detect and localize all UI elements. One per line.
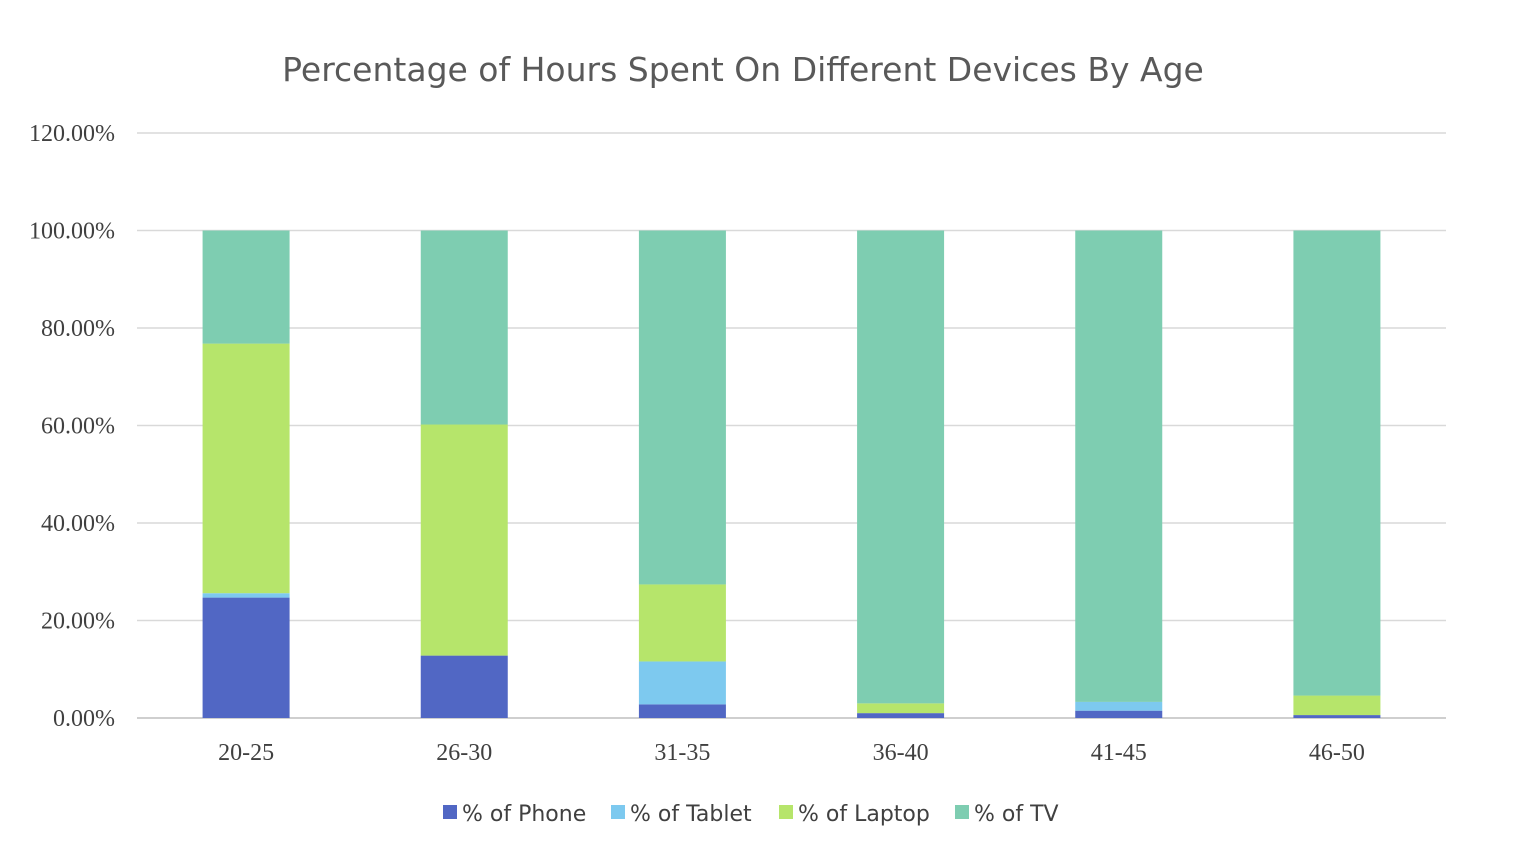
legend-label: % of TV bbox=[974, 802, 1059, 827]
legend-label: % of Tablet bbox=[630, 802, 752, 827]
legend: % of Phone % of Tablet % of Laptop % of TV bbox=[443, 802, 1059, 827]
x-tick-label: 31-35 bbox=[654, 740, 710, 766]
bar-segment-46-50-of-laptop bbox=[1293, 695, 1381, 716]
y-tick-label: 100.00% bbox=[29, 219, 115, 245]
bar-segment-46-50-of-phone bbox=[1293, 715, 1381, 718]
bar-segment-41-45-of-tv bbox=[1075, 230, 1163, 702]
legend-swatch bbox=[611, 805, 625, 819]
bar-segment-36-40-of-phone bbox=[857, 713, 945, 718]
bar-segment-41-45-of-phone bbox=[1075, 710, 1163, 718]
legend-item: % of Laptop bbox=[779, 802, 930, 827]
bar-segment-20-25-of-phone bbox=[202, 597, 290, 718]
chart-title: Percentage of Hours Spent On Different D… bbox=[282, 50, 1204, 89]
bar-segment-46-50-of-tv bbox=[1293, 230, 1381, 696]
bar-segment-20-25-of-laptop bbox=[202, 343, 290, 594]
bar-segment-31-35-of-tablet bbox=[638, 661, 726, 705]
bar-segment-31-35-of-tv bbox=[638, 230, 726, 585]
legend-swatch bbox=[955, 805, 969, 819]
x-tick-label: 36-40 bbox=[873, 740, 929, 766]
bar-segment-26-30-of-phone bbox=[420, 655, 508, 718]
x-tick-label: 20-25 bbox=[218, 740, 274, 766]
y-tick-label: 20.00% bbox=[41, 609, 115, 635]
x-tick-label: 26-30 bbox=[436, 740, 492, 766]
bar-segment-26-30-of-laptop bbox=[420, 424, 508, 656]
gridlines bbox=[137, 132, 1446, 719]
legend-swatch bbox=[779, 805, 793, 819]
x-axis-ticks: 20-25 26-30 31-35 36-40 41-45 46-50 bbox=[218, 740, 1365, 766]
y-tick-label: 40.00% bbox=[41, 511, 115, 537]
bars bbox=[202, 230, 1381, 718]
y-tick-label: 120.00% bbox=[29, 121, 115, 147]
legend-item: % of TV bbox=[955, 802, 1059, 827]
legend-item: % of Phone bbox=[443, 802, 586, 827]
bar-segment-20-25-of-tablet bbox=[202, 593, 290, 598]
y-tick-label: 80.00% bbox=[41, 316, 115, 342]
bar-segment-41-45-of-tablet bbox=[1075, 701, 1163, 711]
legend-item: % of Tablet bbox=[611, 802, 752, 827]
x-tick-label: 41-45 bbox=[1091, 740, 1147, 766]
bar-segment-20-25-of-tv bbox=[202, 230, 290, 344]
bar-segment-31-35-of-laptop bbox=[638, 584, 726, 662]
bar-segment-36-40-of-tv bbox=[857, 230, 945, 704]
y-tick-label: 60.00% bbox=[41, 414, 115, 440]
bar-segment-36-40-of-laptop bbox=[857, 703, 945, 714]
legend-swatch bbox=[443, 805, 457, 819]
legend-label: % of Phone bbox=[462, 802, 586, 827]
y-tick-label: 0.00% bbox=[53, 706, 115, 732]
bar-segment-31-35-of-phone bbox=[638, 704, 726, 718]
legend-label: % of Laptop bbox=[798, 802, 930, 827]
bar-segment-26-30-of-tv bbox=[420, 230, 508, 425]
y-axis-ticks: 0.00% 20.00% 40.00% 60.00% 80.00% 100.00% 120.… bbox=[29, 121, 115, 732]
x-tick-label: 46-50 bbox=[1309, 740, 1365, 766]
